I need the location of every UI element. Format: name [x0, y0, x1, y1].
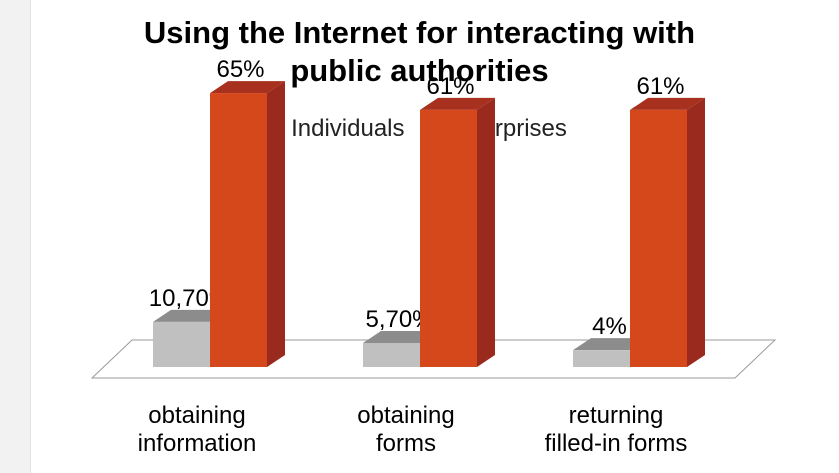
category-label-returning-filled-in-forms: returning filled-in forms: [516, 402, 716, 458]
chart-title-line-1: Using the Internet for interacting with: [143, 15, 696, 50]
category-label-line: forms: [376, 430, 436, 457]
bar-enterprises-obtaining-forms: [420, 109, 477, 367]
bar-enterprises-returning-filled-in-forms: [630, 109, 687, 367]
bar-top-enterprises-obtaining-forms: [420, 97, 495, 110]
bar-top-individuals-returning-filled-in-forms: [573, 338, 648, 351]
category-label-line: information: [137, 430, 257, 457]
bar-top-enterprises-obtaining-information: [210, 81, 285, 94]
legend-label-individuals: Individuals: [291, 115, 405, 142]
bar-side-enterprises-obtaining-forms: [477, 97, 495, 367]
category-label-line: obtaining: [148, 402, 246, 429]
bar-top-individuals-obtaining-information: [153, 309, 228, 322]
category-label-line: filled-in forms: [544, 430, 688, 457]
bar-individuals-obtaining-forms: [363, 342, 420, 367]
data-label-enterprises-obtaining-information: 65%: [216, 56, 264, 83]
category-label-line: obtaining: [357, 402, 455, 429]
bar-top-individuals-obtaining-forms: [363, 330, 438, 343]
bar-side-enterprises-obtaining-information: [267, 81, 285, 368]
bar-side-enterprises-returning-filled-in-forms: [687, 97, 705, 367]
data-label-enterprises-returning-filled-in-forms: 61%: [636, 73, 684, 100]
bar-enterprises-obtaining-information: [210, 93, 267, 368]
data-label-enterprises-obtaining-forms: 61%: [426, 73, 474, 100]
chart-title: Using the Internet for interacting with …: [0, 14, 839, 90]
category-label-obtaining-forms: obtaining forms: [306, 402, 506, 458]
data-label-individuals-returning-filled-in-forms: 4%: [592, 313, 627, 340]
bar-individuals-obtaining-information: [153, 321, 210, 367]
chart-title-line-2: public authorities: [290, 53, 549, 88]
bar-individuals-returning-filled-in-forms: [573, 350, 630, 367]
category-label-obtaining-information: obtaining information: [97, 402, 297, 458]
category-label-line: returning: [568, 402, 664, 429]
bar-top-enterprises-returning-filled-in-forms: [630, 97, 705, 110]
